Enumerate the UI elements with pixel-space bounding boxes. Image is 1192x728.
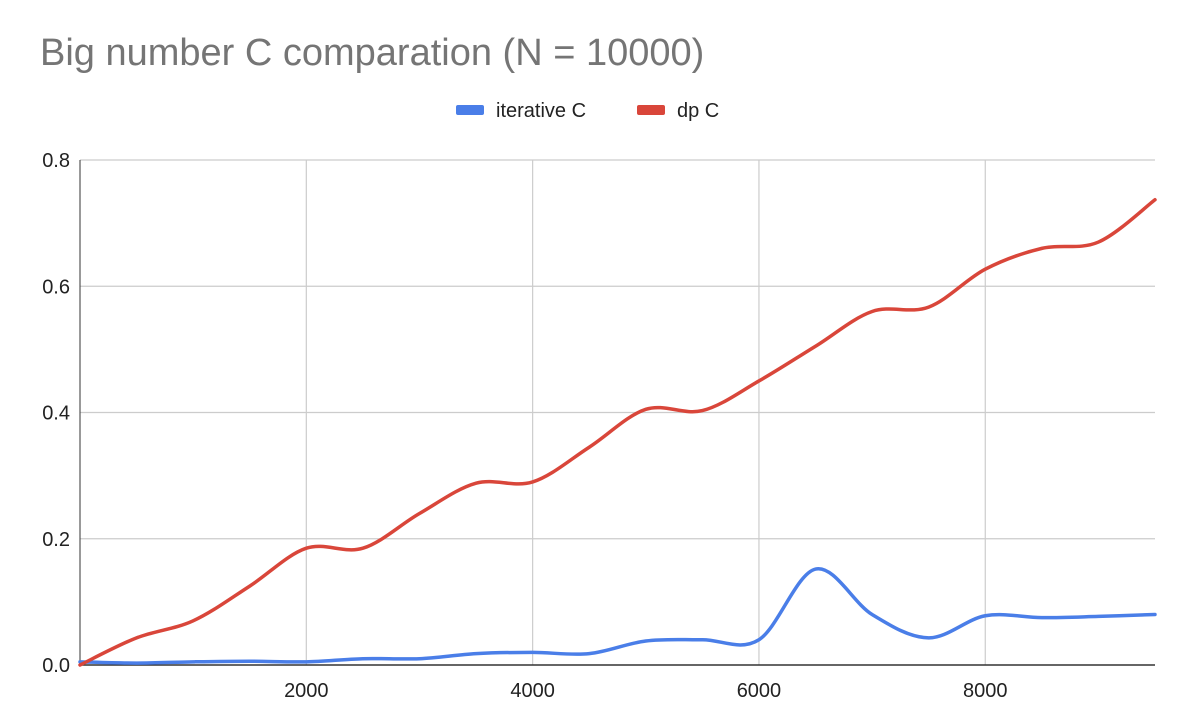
y-tick-label: 0.6 (42, 276, 70, 298)
legend-label: dp C (677, 100, 719, 122)
legend: iterative C dp C (456, 100, 719, 122)
y-tick-label: 0.0 (42, 655, 70, 677)
x-tick-label: 4000 (510, 680, 555, 702)
legend-swatch (456, 105, 484, 115)
series-line-dp-c (78, 198, 1157, 667)
x-tick-label: 8000 (963, 680, 1008, 702)
x-tick-label: 2000 (284, 680, 329, 702)
x-tick-label: 6000 (737, 680, 782, 702)
y-tick-label: 0.2 (42, 529, 70, 551)
y-tick-label: 0.4 (42, 403, 70, 425)
grid-lines (79, 159, 1155, 666)
legend-label: iterative C (496, 100, 586, 122)
tick-labels: 0.0 0.2 0.4 0.6 0.8 2000 4000 6000 8000 (42, 150, 1007, 702)
chart-title: Big number C comparation (N = 10000) (40, 32, 705, 74)
series-line-iterative-c (78, 567, 1157, 665)
y-tick-label: 0.8 (42, 150, 70, 172)
series-lines (78, 198, 1157, 667)
legend-swatch (637, 105, 665, 115)
